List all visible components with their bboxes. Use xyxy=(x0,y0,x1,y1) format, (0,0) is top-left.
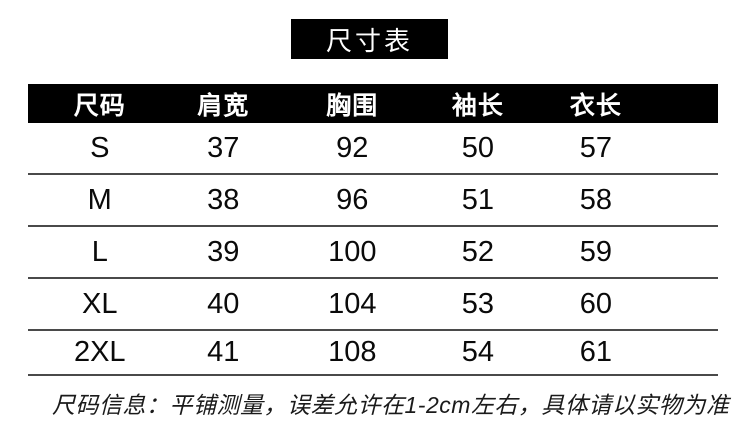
table-cell: 52 xyxy=(429,226,527,279)
table-cell: 108 xyxy=(275,330,430,376)
size-chart-title: 尺寸表 xyxy=(325,25,413,56)
table-cell: 104 xyxy=(275,278,430,331)
column-header-bust: 胸围 xyxy=(275,84,430,123)
table-cell: 92 xyxy=(275,123,430,175)
table-cell: 100 xyxy=(275,226,430,279)
table-row-l: L 39 100 52 59 xyxy=(28,226,718,279)
table-cell: 51 xyxy=(429,174,527,227)
table-cell: 60 xyxy=(526,278,666,331)
filler-cell xyxy=(665,174,718,227)
table-cell: 40 xyxy=(171,278,276,331)
table-cell: 50 xyxy=(429,123,527,175)
column-header-sleeve: 袖长 xyxy=(429,84,527,123)
size-cell: XL xyxy=(28,278,172,331)
table-cell: 58 xyxy=(526,174,666,227)
filler-cell xyxy=(665,226,718,279)
column-header-size: 尺码 xyxy=(28,84,172,123)
table-cell: 59 xyxy=(526,226,666,279)
table-cell: 61 xyxy=(526,330,666,376)
column-header-filler xyxy=(665,84,718,123)
size-table: 尺码 肩宽 胸围 袖长 衣长 S 37 92 50 57 M 38 96 51 xyxy=(28,84,718,376)
table-cell: 41 xyxy=(171,330,276,376)
size-cell: 2XL xyxy=(28,330,172,376)
table-cell: 54 xyxy=(429,330,527,376)
size-cell: M xyxy=(28,174,172,227)
size-cell: L xyxy=(28,226,172,279)
table-header-row: 尺码 肩宽 胸围 袖长 衣长 xyxy=(28,84,718,123)
filler-cell xyxy=(665,278,718,331)
measurement-note: 尺码信息：平铺测量，误差允许在1-2cm左右，具体请以实物为准 xyxy=(52,392,730,418)
filler-cell xyxy=(665,123,718,175)
table-row-m: M 38 96 51 58 xyxy=(28,174,718,227)
table-cell: 53 xyxy=(429,278,527,331)
column-header-length: 衣长 xyxy=(526,84,666,123)
size-cell: S xyxy=(28,123,172,175)
size-chart-title-badge: 尺寸表 xyxy=(291,19,448,59)
column-header-shoulder: 肩宽 xyxy=(171,84,276,123)
table-cell: 38 xyxy=(171,174,276,227)
filler-cell xyxy=(665,330,718,376)
table-cell: 37 xyxy=(171,123,276,175)
table-row-2xl: 2XL 41 108 54 61 xyxy=(28,330,718,376)
table-cell: 39 xyxy=(171,226,276,279)
table-row-s: S 37 92 50 57 xyxy=(28,123,718,175)
table-row-xl: XL 40 104 53 60 xyxy=(28,278,718,331)
table-cell: 96 xyxy=(275,174,430,227)
table-cell: 57 xyxy=(526,123,666,175)
